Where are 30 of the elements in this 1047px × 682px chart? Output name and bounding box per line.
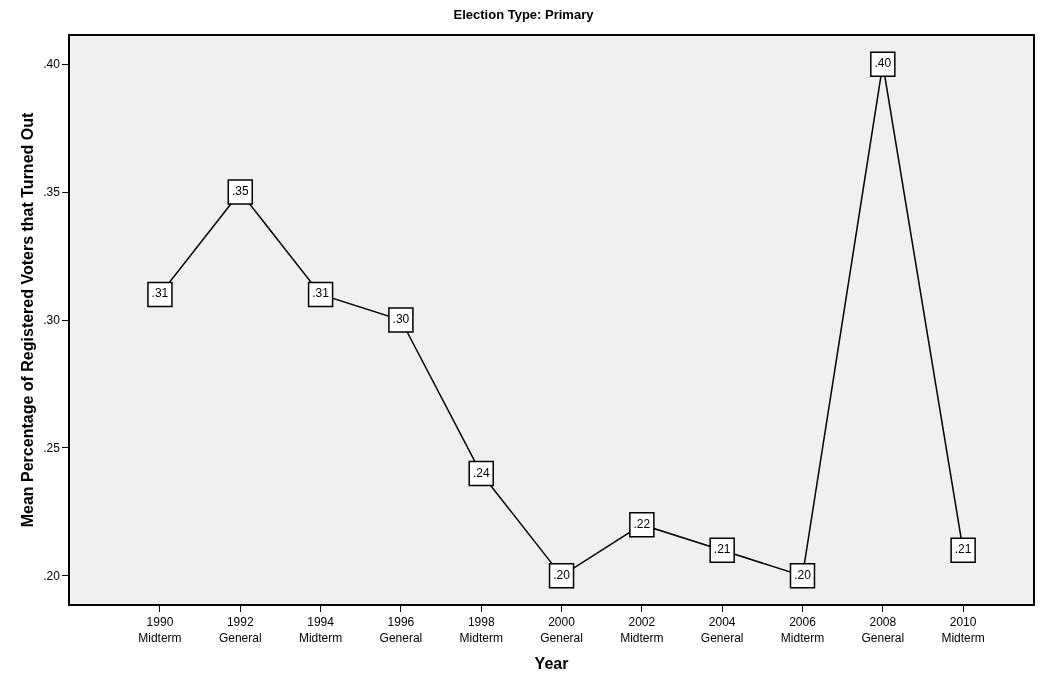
data-label: .21 <box>713 542 731 557</box>
data-label: .20 <box>794 567 812 582</box>
y-tick-label: .30 <box>43 313 61 328</box>
data-label: .31 <box>151 286 169 301</box>
y-axis-title: Mean Percentage of Registered Voters that Turned Out <box>18 112 36 528</box>
data-label: .40 <box>874 56 892 71</box>
y-tick-label: .20 <box>43 569 61 584</box>
x-axis-title: Year <box>534 654 569 672</box>
data-label: .20 <box>553 567 571 582</box>
x-tick-label: 1992 General <box>218 615 262 645</box>
x-tick-label: 2008 General <box>861 615 905 645</box>
x-tick-label: 2002 Midterm <box>620 615 664 645</box>
x-tick-label: 2004 General <box>700 615 744 645</box>
data-label: .30 <box>392 312 410 326</box>
y-tick-label: .25 <box>43 441 61 456</box>
x-tick-label: 1994 Midterm <box>298 615 343 645</box>
x-tick-label: 1990 Midterm <box>138 615 182 645</box>
data-label: .35 <box>231 184 249 199</box>
data-label: .21 <box>954 542 972 557</box>
x-tick-label: 1996 General <box>379 615 423 645</box>
y-tick-label: .35 <box>43 185 61 200</box>
x-tick-label: 2010 Midterm <box>941 615 985 645</box>
y-tick-label: .40 <box>43 57 61 72</box>
chart-title: Election Type: Primary <box>453 7 595 23</box>
data-label: .31 <box>312 286 330 301</box>
x-tick-label: 2006 Midterm <box>780 615 825 645</box>
data-label: .24 <box>472 465 490 480</box>
x-tick-label: 1998 Midterm <box>459 615 503 645</box>
data-label: .22 <box>633 516 651 531</box>
x-tick-label: 2000 General <box>540 615 583 645</box>
